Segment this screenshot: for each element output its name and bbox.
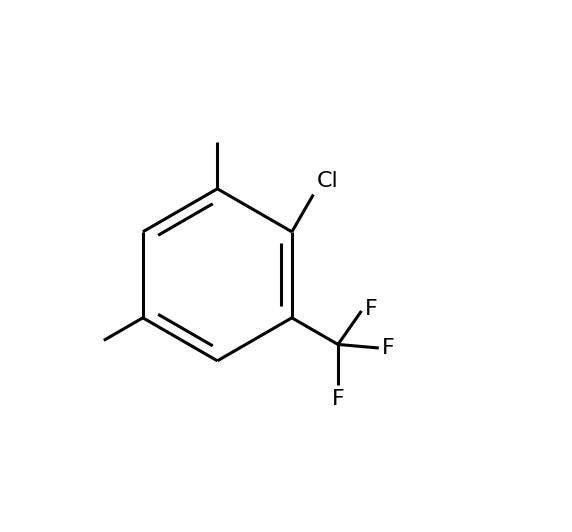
Text: F: F [365, 299, 378, 319]
Text: F: F [332, 389, 344, 409]
Text: F: F [382, 338, 395, 358]
Text: Cl: Cl [317, 171, 339, 192]
